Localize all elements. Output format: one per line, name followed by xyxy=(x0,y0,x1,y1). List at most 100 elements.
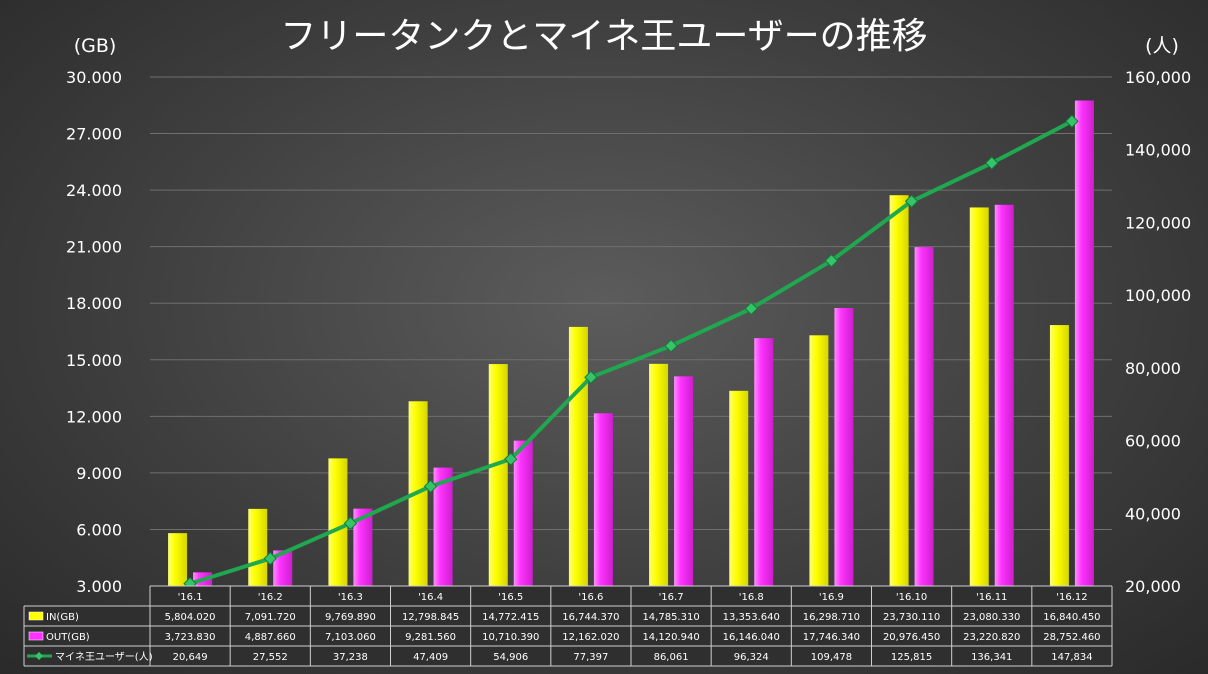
table-cell: 7,091.720 xyxy=(245,612,296,623)
table-cell: 136,341 xyxy=(971,652,1012,663)
bar-out xyxy=(754,338,774,586)
table-cell: 3,723.830 xyxy=(165,632,216,643)
table-cell: 14,120.940 xyxy=(642,632,699,643)
table-cell: 16,840.450 xyxy=(1043,612,1100,623)
line-point xyxy=(263,551,277,566)
users-line xyxy=(189,119,1073,586)
bar-in xyxy=(969,207,989,586)
bar-in xyxy=(248,508,268,586)
legend-key-in xyxy=(28,611,44,621)
data-table: '16.1 '16.2 '16.3 '16.4 '16.5 '16.6 '16.7 '16.8… xyxy=(23,585,1113,667)
table-cell: 23,080.330 xyxy=(963,612,1020,623)
table-cell: 20,976.450 xyxy=(883,632,940,643)
bar-in xyxy=(168,533,188,586)
table-cell: 16,298.710 xyxy=(803,612,860,623)
line-point xyxy=(1065,114,1079,128)
right-axis-ticks: 20,000 40,000 60,000 80,000 100,000 120,000 14… xyxy=(1125,68,1191,596)
left-tick-label: 9.000 xyxy=(76,464,122,483)
table-cell: 12,798.845 xyxy=(402,612,459,623)
table-cell: 86,061 xyxy=(654,652,689,663)
left-tick-label: 6.000 xyxy=(76,520,122,539)
left-tick-label: 27.000 xyxy=(66,125,122,144)
legend-label: OUT(GB) xyxy=(46,632,90,643)
table-cell: 37,238 xyxy=(333,652,368,663)
table-cell: 5,804.020 xyxy=(165,612,216,623)
bar-in xyxy=(649,363,669,586)
line-point xyxy=(824,253,839,268)
left-axis-ticks: 3.000 6.000 9.000 12.000 15.000 18.000 21.000 2… xyxy=(66,68,122,596)
left-tick-label: 24.000 xyxy=(66,181,122,200)
left-tick-label: 21.000 xyxy=(66,238,122,257)
table-cell: 9,281.560 xyxy=(405,632,456,643)
category-label: '16.1 xyxy=(178,592,203,603)
bar-out xyxy=(353,508,373,586)
bar-out xyxy=(513,440,533,586)
bar-out xyxy=(994,204,1014,586)
bar-out xyxy=(593,413,613,586)
bar-in xyxy=(889,195,909,586)
bar-out xyxy=(834,308,854,586)
bar-in xyxy=(729,390,749,586)
bar-in xyxy=(809,335,829,586)
right-tick-label: 140,000 xyxy=(1125,141,1191,160)
table-cell: 54,906 xyxy=(493,652,528,663)
table-cell: 10,710.390 xyxy=(482,632,539,643)
right-axis-unit: (人) xyxy=(1145,35,1179,57)
line-point xyxy=(423,479,438,494)
table-cell: 13,353.640 xyxy=(723,612,780,623)
left-tick-label: 18.000 xyxy=(66,294,122,313)
table-cell: 147,834 xyxy=(1051,652,1092,663)
gridlines xyxy=(150,76,1112,530)
left-tick-label: 12.000 xyxy=(66,407,122,426)
right-tick-label: 80,000 xyxy=(1125,359,1181,378)
table-cell: 28,752.460 xyxy=(1043,632,1100,643)
line-point xyxy=(584,370,598,385)
line-point xyxy=(904,194,919,208)
right-tick-label: 20,000 xyxy=(1125,577,1181,596)
legend-key-marker xyxy=(35,652,43,660)
table-cell: 27,552 xyxy=(253,652,288,663)
bar-series xyxy=(168,100,1094,587)
line-point xyxy=(664,339,678,353)
category-label: '16.11 xyxy=(976,592,1007,603)
table-body-bg xyxy=(24,606,1112,666)
legend-label: マイネ王ユーザー(人) xyxy=(55,651,153,663)
table-cell: 14,772.415 xyxy=(482,612,539,623)
left-tick-label: 3.000 xyxy=(76,577,122,596)
right-tick-label: 100,000 xyxy=(1125,286,1191,305)
legend-key-out xyxy=(28,631,44,641)
table-cell: 16,744.370 xyxy=(562,612,619,623)
category-label: '16.6 xyxy=(578,592,603,603)
table-cell: 109,478 xyxy=(811,652,852,663)
line-point xyxy=(343,516,358,531)
table-cell: 20,649 xyxy=(173,652,208,663)
category-label: '16.3 xyxy=(338,592,363,603)
table-cell: 12,162.020 xyxy=(562,632,619,643)
right-tick-label: 40,000 xyxy=(1125,504,1181,523)
bar-in xyxy=(328,458,348,586)
chart-title: フリータンクとマイネ王ユーザーの推移 xyxy=(280,16,927,57)
bar-out xyxy=(674,376,694,586)
table-cell: 17,746.340 xyxy=(803,632,860,643)
table-cell: 7,103.060 xyxy=(325,632,376,643)
category-label: '16.2 xyxy=(258,592,283,603)
bar-out xyxy=(273,550,293,586)
table-cell: 23,220.820 xyxy=(963,632,1020,643)
table-cell: 77,397 xyxy=(573,652,608,663)
category-label: '16.8 xyxy=(739,592,764,603)
right-tick-label: 160,000 xyxy=(1125,68,1191,87)
category-label: '16.4 xyxy=(418,592,443,603)
bar-in xyxy=(568,326,588,586)
left-tick-label: 30.000 xyxy=(66,68,122,87)
table-cell: 16,146.040 xyxy=(723,632,780,643)
right-tick-label: 60,000 xyxy=(1125,432,1181,451)
right-tick-label: 120,000 xyxy=(1125,213,1191,232)
legend-label: IN(GB) xyxy=(46,612,79,623)
table-cell: 23,730.110 xyxy=(883,612,940,623)
bar-out xyxy=(433,467,453,586)
bar-out xyxy=(1074,100,1094,587)
category-label: '16.12 xyxy=(1056,592,1087,603)
line-series xyxy=(183,114,1079,591)
